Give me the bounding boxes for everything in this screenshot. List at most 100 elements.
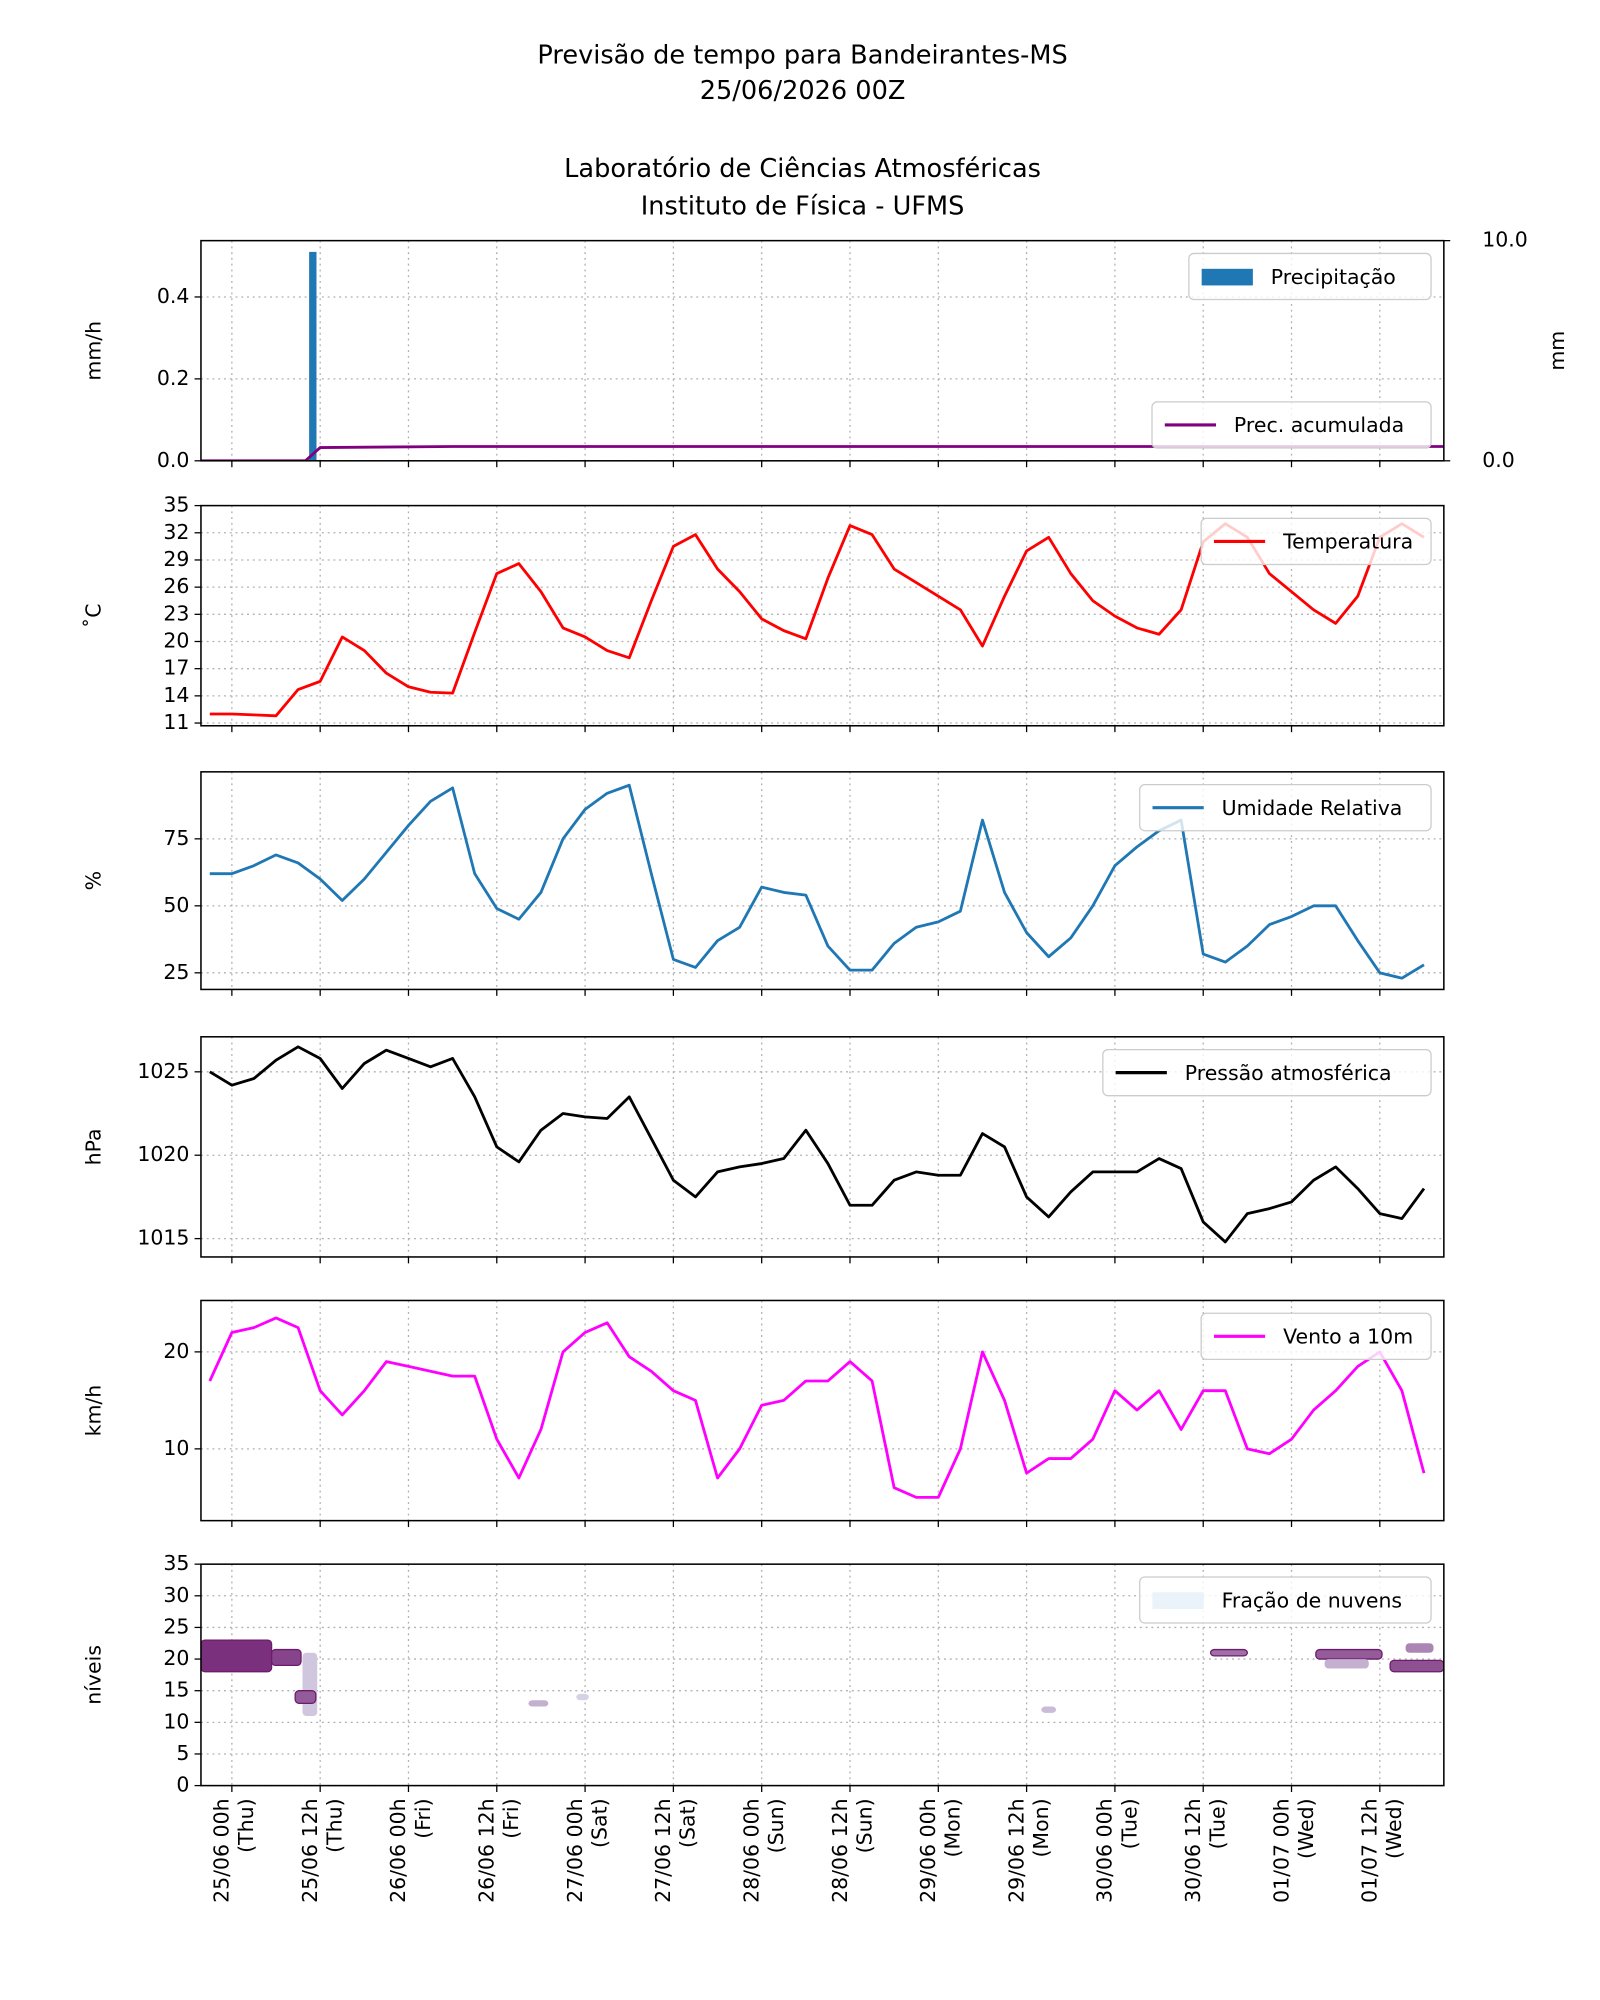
y-tick-label: 35 bbox=[163, 1551, 189, 1575]
x-tick-label-line: (Sun) bbox=[852, 1798, 876, 1853]
cloud-patch bbox=[528, 1700, 549, 1707]
x-tick-label-line: 26/06 12h bbox=[475, 1798, 499, 1903]
y-tick-label: 75 bbox=[163, 826, 189, 850]
title-line: Previsão de tempo para Bandeirantes-MS bbox=[537, 40, 1067, 70]
y-tick-label: 20 bbox=[163, 1339, 189, 1363]
x-tick-label-line: (Sun) bbox=[764, 1798, 788, 1853]
x-tick-label-line: 25/06 12h bbox=[298, 1798, 322, 1903]
x-tick-label-line: 01/07 12h bbox=[1358, 1798, 1382, 1903]
cloud-patch bbox=[270, 1648, 302, 1667]
x-tick-label-line: 01/07 00h bbox=[1269, 1798, 1293, 1903]
y-tick-label: 0 bbox=[176, 1773, 189, 1797]
plot-frame bbox=[200, 1299, 1445, 1522]
cloud-patch bbox=[294, 1690, 317, 1704]
cloud-patch bbox=[1405, 1643, 1434, 1653]
title-line: 25/06/2026 00Z bbox=[700, 76, 906, 106]
plot-frame bbox=[200, 504, 1445, 727]
y-axis-label: ˚C bbox=[82, 603, 106, 628]
legend-box bbox=[1200, 1312, 1432, 1360]
plot-content bbox=[200, 251, 1444, 461]
series-line bbox=[209, 783, 1425, 980]
x-tick-label-line: (Fri) bbox=[499, 1798, 523, 1838]
x-tick-label-line: (Tue) bbox=[1117, 1798, 1141, 1849]
x-tick-label-line: 29/06 00h bbox=[916, 1798, 940, 1903]
x-tick-label: 26/06 12h(Fri) bbox=[475, 1798, 524, 1903]
x-tick-label-line: (Sat) bbox=[587, 1798, 611, 1848]
x-tick-label-line: (Thu) bbox=[234, 1798, 258, 1852]
y-tick-label: 25 bbox=[163, 960, 189, 984]
y-tick-label: 0.0 bbox=[157, 448, 190, 472]
plot-frame bbox=[200, 1036, 1445, 1258]
y-tick-label: 10 bbox=[163, 1709, 189, 1733]
legend-box bbox=[1102, 1048, 1432, 1097]
plot-frame bbox=[200, 771, 1445, 991]
legend-label: Fração de nuvens bbox=[1222, 1588, 1402, 1612]
x-tick-label: 25/06 12h(Thu) bbox=[298, 1798, 347, 1903]
plot-content bbox=[209, 783, 1425, 980]
x-tick-label: 01/07 12h(Wed) bbox=[1358, 1798, 1407, 1903]
y-tick-label: 5 bbox=[176, 1741, 189, 1765]
x-tick-label-line: (Wed) bbox=[1294, 1798, 1318, 1859]
legend-label: Umidade Relativa bbox=[1222, 796, 1403, 820]
plot-frame bbox=[200, 1563, 1445, 1787]
x-tick-label-line: 25/06 00h bbox=[210, 1798, 234, 1903]
y-tick-label: 50 bbox=[163, 893, 189, 917]
legend-box bbox=[1200, 517, 1432, 566]
legend-label: Precipitação bbox=[1271, 265, 1396, 289]
y-tick-label: 17 bbox=[163, 656, 189, 680]
y-tick-label: 15 bbox=[163, 1678, 189, 1702]
legend-box bbox=[1139, 784, 1432, 832]
y-tick-label: 25 bbox=[163, 1614, 189, 1638]
x-tick-label-line: (Sat) bbox=[676, 1798, 700, 1848]
y-tick-label: 11 bbox=[163, 710, 189, 734]
legend-label: Prec. acumulada bbox=[1234, 413, 1404, 437]
y-axis-label: mm/h bbox=[82, 321, 106, 381]
title-line: Instituto de Física - UFMS bbox=[641, 191, 965, 221]
x-tick-label-line: (Wed) bbox=[1382, 1798, 1406, 1859]
y-tick-label: 10 bbox=[163, 1436, 189, 1460]
title-line: Laboratório de Ciências Atmosféricas bbox=[564, 154, 1041, 184]
x-tick-label-line: 30/06 00h bbox=[1093, 1798, 1117, 1903]
bar bbox=[309, 251, 317, 461]
legend-label: Vento a 10m bbox=[1283, 1325, 1413, 1349]
plot-content bbox=[200, 1639, 1444, 1717]
cloud-patch bbox=[302, 1652, 318, 1717]
cloud-patch bbox=[200, 1639, 273, 1673]
y2-axis-label: mm bbox=[1545, 331, 1569, 371]
y-axis-label: níveis bbox=[82, 1645, 106, 1705]
y-axis-label: km/h bbox=[82, 1385, 106, 1437]
accumulated-line bbox=[200, 445, 1444, 461]
series-line bbox=[208, 1316, 1426, 1499]
x-tick-label: 28/06 12h(Sun) bbox=[828, 1798, 877, 1903]
x-tick-label-line: (Mon) bbox=[1029, 1798, 1053, 1857]
y-axis-label: % bbox=[82, 871, 106, 890]
x-tick-label-line: (Fri) bbox=[411, 1798, 435, 1838]
y2-tick-label: 10.0 bbox=[1482, 228, 1528, 252]
series-line bbox=[209, 1045, 1426, 1244]
x-tick-label: 27/06 00h(Sat) bbox=[563, 1798, 612, 1903]
y-tick-label: 14 bbox=[163, 683, 189, 707]
y-tick-label: 1020 bbox=[137, 1142, 189, 1166]
x-tick-label-line: 28/06 12h bbox=[828, 1798, 852, 1903]
x-tick-label-line: 28/06 00h bbox=[739, 1798, 763, 1903]
legend-label: Temperatura bbox=[1282, 530, 1413, 554]
x-tick-label-line: 27/06 00h bbox=[563, 1798, 587, 1903]
cloud-patch bbox=[1389, 1659, 1444, 1673]
x-tick-label-line: (Thu) bbox=[323, 1798, 347, 1852]
cloud-patch bbox=[1209, 1648, 1249, 1657]
y-axis-label: hPa bbox=[82, 1128, 106, 1165]
x-tick-label: 30/06 12h(Tue) bbox=[1181, 1798, 1230, 1903]
y-tick-label: 26 bbox=[163, 574, 189, 598]
legend-swatch bbox=[1201, 268, 1253, 286]
legend-label: Pressão atmosférica bbox=[1185, 1061, 1392, 1085]
x-tick-label-line: 29/06 12h bbox=[1004, 1798, 1028, 1903]
y-tick-label: 1025 bbox=[137, 1059, 189, 1083]
x-tick-label: 25/06 00h(Thu) bbox=[210, 1798, 259, 1903]
y-tick-label: 35 bbox=[163, 493, 189, 517]
x-tick-label: 29/06 12h(Mon) bbox=[1004, 1798, 1053, 1903]
legend-swatch bbox=[1152, 1592, 1204, 1609]
y-tick-label: 20 bbox=[163, 1646, 189, 1670]
plot-content bbox=[209, 1045, 1426, 1244]
cloud-patch bbox=[1315, 1648, 1383, 1660]
